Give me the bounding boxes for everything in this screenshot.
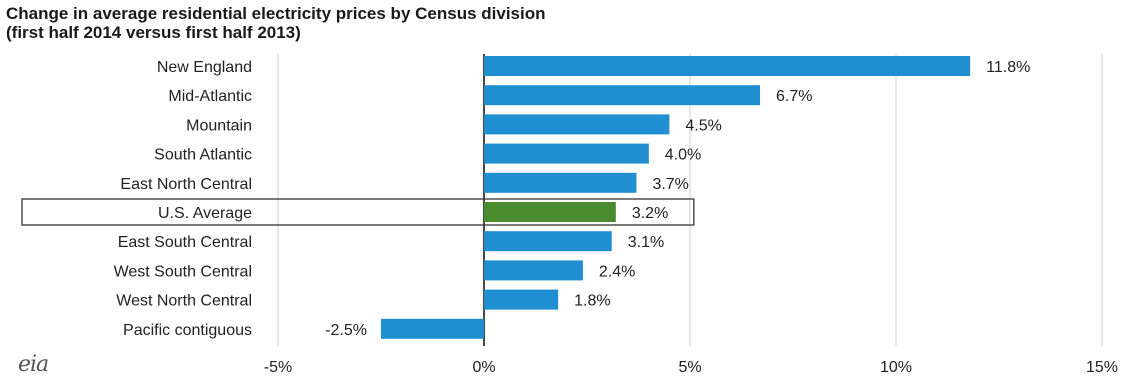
category-label: Pacific contiguous [123,322,252,339]
value-label: 11.8% [986,59,1030,76]
bar [484,56,971,76]
bar [381,318,484,339]
chart-title-line-1: Change in average residential electricit… [6,4,546,23]
value-label: 2.4% [599,263,635,280]
bar [484,289,559,310]
value-label: 3.2% [632,205,668,222]
bar [484,172,637,193]
value-label: 4.0% [665,147,701,164]
x-tick-labels: -5% 0% 5% 10% 15% [264,359,1118,376]
us-average-highlight-box [21,198,695,226]
value-label: 3.1% [628,234,664,251]
value-label: -2.5% [325,322,367,339]
bar [484,85,761,106]
category-label: U.S. Average [158,205,252,222]
x-tick-label: 10% [880,359,912,376]
chart-title-line-2: (first half 2014 versus first half 2013) [6,23,301,42]
category-label: West North Central [116,293,252,310]
bar [484,260,583,281]
category-label: New England [157,59,252,76]
bar [484,143,649,164]
chart-title: Change in average residential electricit… [6,4,545,42]
x-tick-label: 5% [678,359,701,376]
value-label: 4.5% [685,117,721,134]
value-labels: 11.8% 6.7% 4.5% 4.0% 3.7% 3.2% 3.1% 2.4% 1.8% -2.… [325,59,1030,339]
category-label: West South Central [114,263,252,280]
category-labels: New England Mid-Atlantic Mountain South Atl… [114,59,253,339]
bars [381,56,971,339]
category-label: South Atlantic [154,147,252,164]
x-tick-label: 15% [1086,359,1118,376]
value-label: 1.8% [574,293,610,310]
highlight-layer [21,198,695,226]
eia-logo: eia [18,352,49,377]
x-tick-label: -5% [264,359,292,376]
bar [484,114,670,135]
category-label: Mid-Atlantic [168,88,252,105]
x-tick-label: 0% [472,359,495,376]
category-label: East South Central [118,234,252,251]
value-label: 6.7% [776,88,812,105]
bar [484,202,616,222]
value-label: 3.7% [652,176,688,193]
category-label: East North Central [120,176,252,193]
category-label: Mountain [186,117,252,134]
bar [484,231,612,252]
